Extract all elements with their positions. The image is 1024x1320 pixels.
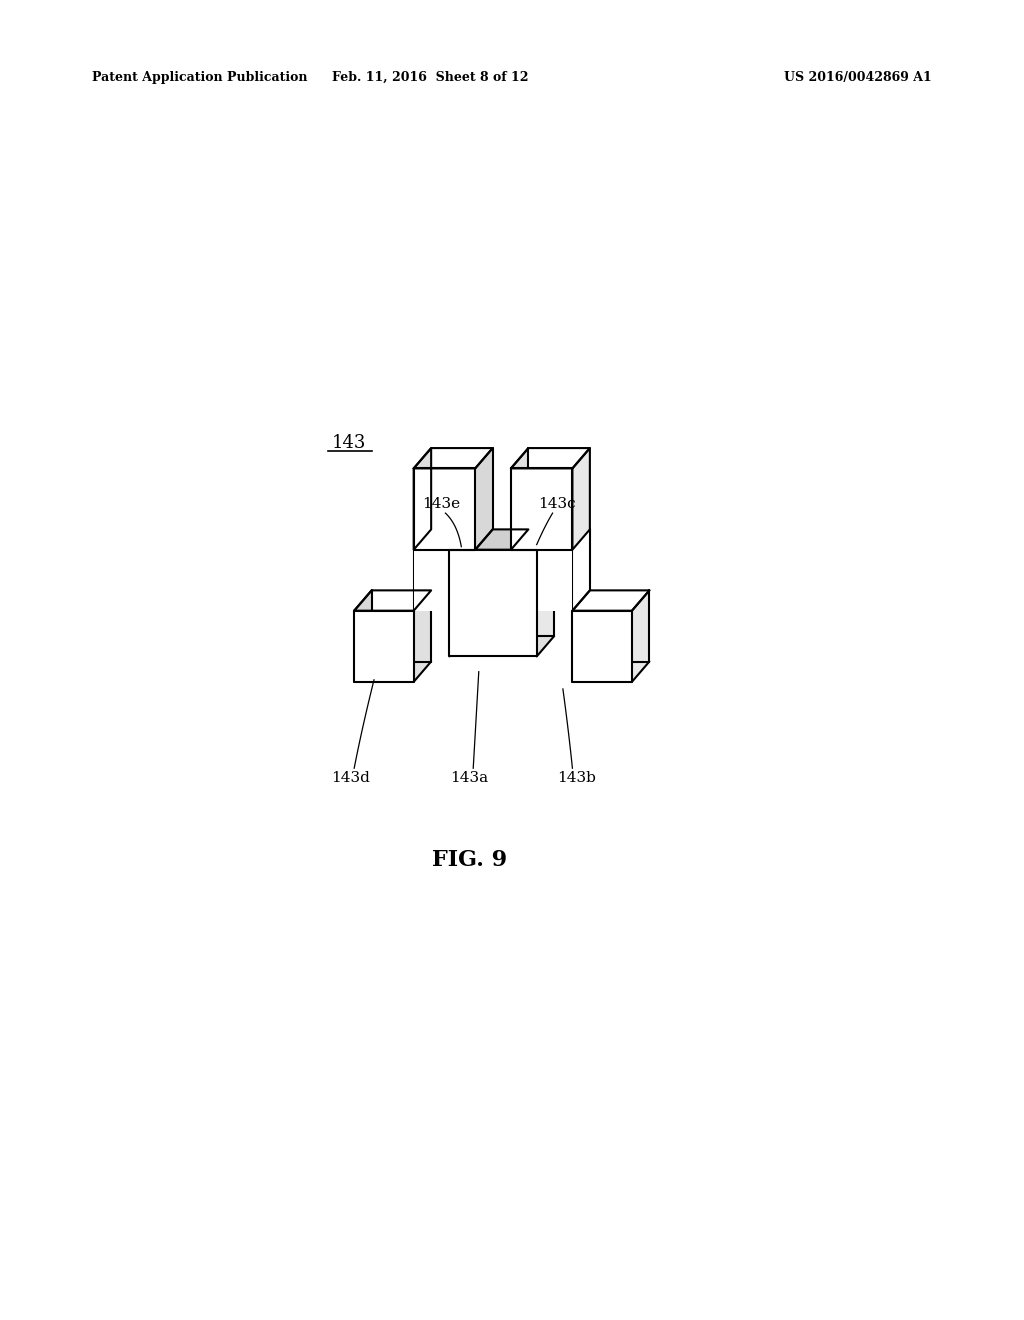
Polygon shape	[354, 590, 431, 611]
Polygon shape	[572, 590, 649, 611]
Text: US 2016/0042869 A1: US 2016/0042869 A1	[784, 71, 932, 83]
Text: 143: 143	[332, 434, 366, 451]
Polygon shape	[632, 590, 649, 682]
Polygon shape	[511, 447, 528, 549]
Polygon shape	[414, 447, 493, 469]
Polygon shape	[537, 549, 572, 611]
Polygon shape	[414, 469, 475, 549]
Text: 143c: 143c	[538, 496, 575, 511]
Polygon shape	[414, 549, 450, 611]
Text: 143d: 143d	[331, 771, 370, 785]
Polygon shape	[414, 447, 431, 549]
Polygon shape	[475, 447, 493, 549]
Text: 143b: 143b	[557, 771, 596, 785]
Text: FIG. 9: FIG. 9	[432, 849, 507, 871]
Polygon shape	[537, 529, 554, 656]
Polygon shape	[511, 469, 572, 549]
Text: Feb. 11, 2016  Sheet 8 of 12: Feb. 11, 2016 Sheet 8 of 12	[332, 71, 528, 83]
Text: 143e: 143e	[423, 496, 461, 511]
Polygon shape	[572, 611, 632, 682]
Text: Patent Application Publication: Patent Application Publication	[92, 71, 307, 83]
Polygon shape	[450, 636, 554, 656]
Polygon shape	[354, 590, 372, 682]
Polygon shape	[511, 447, 590, 469]
Text: 143a: 143a	[451, 771, 488, 785]
Polygon shape	[475, 529, 528, 549]
Polygon shape	[354, 611, 414, 682]
Polygon shape	[414, 590, 431, 682]
Polygon shape	[572, 447, 590, 549]
Polygon shape	[450, 549, 537, 656]
